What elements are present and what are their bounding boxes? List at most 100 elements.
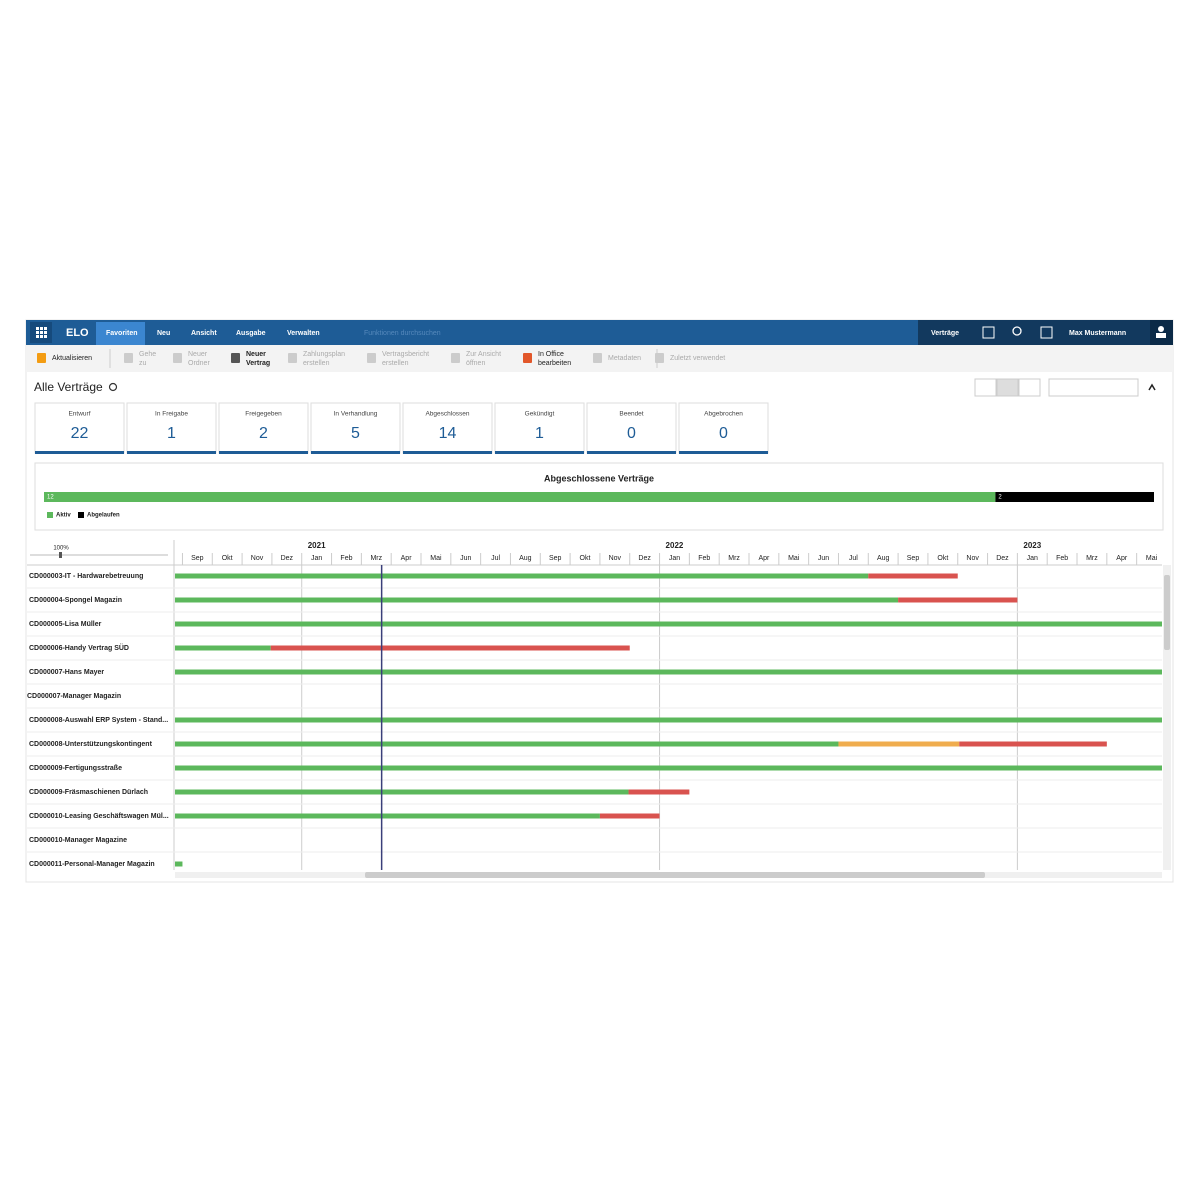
status-card-underline — [311, 451, 400, 454]
user-icon-bg[interactable] — [1150, 320, 1173, 345]
legend-label: Abgelaufen — [87, 513, 120, 519]
menu-tab[interactable]: Verwalten — [287, 330, 320, 337]
status-card[interactable] — [678, 402, 769, 454]
zoom-knob[interactable] — [59, 552, 62, 558]
status-count: 14 — [439, 425, 457, 442]
status-card[interactable] — [402, 402, 493, 454]
timeline-bar[interactable] — [175, 645, 271, 651]
month-label: Sep — [191, 555, 204, 562]
row-label[interactable]: CD000011-Personal-Manager Magazin — [29, 861, 155, 868]
icon-search[interactable] — [1012, 326, 1022, 336]
row-label[interactable]: CD000005-Lisa Müller — [29, 621, 102, 628]
search-box[interactable] — [1048, 378, 1139, 397]
row-label[interactable]: CD000010-Leasing Geschäftswagen Mül... — [29, 813, 169, 820]
timeline-bar[interactable] — [628, 789, 690, 795]
status-card[interactable] — [34, 402, 125, 454]
status-card-underline — [403, 451, 492, 454]
row-label[interactable]: CD000007-Hans Mayer — [29, 669, 104, 676]
timeline-bar[interactable] — [868, 573, 958, 579]
month-label: Mai — [430, 555, 442, 562]
status-count: 2 — [259, 425, 268, 442]
toolbar-label[interactable]: öffnen — [466, 360, 485, 367]
month-label: Aug — [519, 555, 532, 562]
toolbar-label[interactable]: Ordner — [188, 360, 210, 367]
timeline-bar[interactable] — [270, 645, 630, 651]
menu-tab[interactable]: Neu — [157, 330, 170, 337]
refresh-icon[interactable] — [108, 382, 118, 392]
timeline-bar[interactable] — [175, 765, 1162, 771]
active-tab-bg — [96, 322, 145, 345]
row-label[interactable]: CD000007-Manager Magazin — [27, 693, 121, 700]
toolbar-label[interactable]: erstellen — [382, 360, 409, 367]
zoom-label: 100% — [53, 546, 69, 552]
view-mode-button[interactable] — [996, 378, 1019, 397]
row-label[interactable]: CD000008-Auswahl ERP System - Stand... — [29, 717, 168, 724]
view-mode-button[interactable] — [1018, 378, 1041, 397]
toolbar-label[interactable]: Zahlungsplan — [303, 351, 345, 358]
menu-tab[interactable]: Favoriten — [106, 330, 138, 337]
year-label: 2023 — [1023, 541, 1041, 550]
timeline-bar[interactable] — [898, 597, 1018, 603]
toolbar-label[interactable]: bearbeiten — [538, 360, 571, 367]
toolbar-label[interactable]: erstellen — [303, 360, 330, 367]
toolbar-label[interactable]: Gehe — [139, 351, 156, 358]
row-label[interactable]: CD000009-Fertigungsstraße — [29, 765, 122, 772]
timeline-bar[interactable] — [175, 741, 839, 747]
toolbar-icon — [523, 353, 532, 363]
timeline-bar[interactable] — [838, 741, 960, 747]
v-scrollbar[interactable] — [1163, 565, 1171, 870]
month-label: Dez — [996, 555, 1009, 562]
status-card[interactable] — [310, 402, 401, 454]
user-name[interactable]: Max Mustermann — [1069, 330, 1126, 337]
month-label: Feb — [340, 555, 352, 562]
toolbar-label[interactable]: Vertrag — [246, 360, 270, 367]
timeline-bar[interactable] — [175, 861, 183, 867]
status-label: Freigegeben — [245, 411, 282, 418]
toolbar-icon — [124, 353, 133, 363]
toolbar-label[interactable]: Aktualisieren — [52, 355, 92, 362]
collapse-icon[interactable] — [1148, 383, 1156, 391]
timeline-bar[interactable] — [599, 813, 660, 819]
icon-tasks[interactable] — [1040, 326, 1053, 339]
icon-calendar[interactable] — [982, 326, 995, 339]
status-label: Entwurf — [68, 411, 90, 418]
apps-icon — [36, 327, 47, 338]
toolbar-icon — [288, 353, 297, 363]
timeline-bar[interactable] — [175, 717, 1162, 723]
context-label[interactable]: Verträge — [931, 330, 959, 337]
timeline-bar[interactable] — [959, 741, 1107, 747]
h-scroll-thumb[interactable] — [365, 872, 985, 878]
row-label[interactable]: CD000003-IT - Hardwarebetreuung — [29, 573, 143, 580]
toolbar-label[interactable]: In Office — [538, 351, 564, 358]
row-label[interactable]: CD000006-Handy Vertrag SÜD — [29, 643, 129, 652]
toolbar-label[interactable]: Zur Ansicht — [466, 351, 501, 358]
view-mode-button[interactable] — [974, 378, 997, 397]
menu-tab[interactable]: Ausgabe — [236, 330, 266, 337]
month-label: Mrz — [1086, 555, 1098, 562]
month-label: Jan — [311, 555, 322, 562]
status-card-underline — [495, 451, 584, 454]
toolbar-label[interactable]: Zuletzt verwendet — [670, 355, 725, 362]
toolbar-label[interactable]: zu — [139, 360, 147, 367]
toolbar-label[interactable]: Neuer — [188, 351, 208, 358]
row-label[interactable]: CD000004-Spongel Magazin — [29, 597, 122, 604]
timeline-bar[interactable] — [175, 597, 899, 603]
v-scroll-thumb[interactable] — [1164, 575, 1170, 650]
row-label[interactable]: CD000009-Fräsmaschienen Dürlach — [29, 789, 148, 796]
timeline-bar[interactable] — [175, 621, 1162, 627]
status-card-underline — [127, 451, 216, 454]
status-card[interactable] — [586, 402, 677, 454]
timeline-bar[interactable] — [175, 789, 629, 795]
row-label[interactable]: CD000010-Manager Magazine — [29, 837, 127, 844]
timeline-bar[interactable] — [175, 813, 600, 819]
toolbar-label[interactable]: Metadaten — [608, 355, 641, 362]
status-card[interactable] — [494, 402, 585, 454]
menu-tab[interactable]: Ansicht — [191, 330, 217, 337]
month-label: Jul — [491, 555, 500, 562]
toolbar-label[interactable]: Vertragsbericht — [382, 351, 429, 358]
search-placeholder[interactable]: Funktionen durchsuchen — [364, 330, 441, 337]
row-label[interactable]: CD000008-Unterstützungskontingent — [29, 741, 153, 748]
timeline-bar[interactable] — [175, 573, 869, 579]
timeline-bar[interactable] — [175, 669, 1162, 675]
toolbar-label[interactable]: Neuer — [246, 351, 266, 358]
